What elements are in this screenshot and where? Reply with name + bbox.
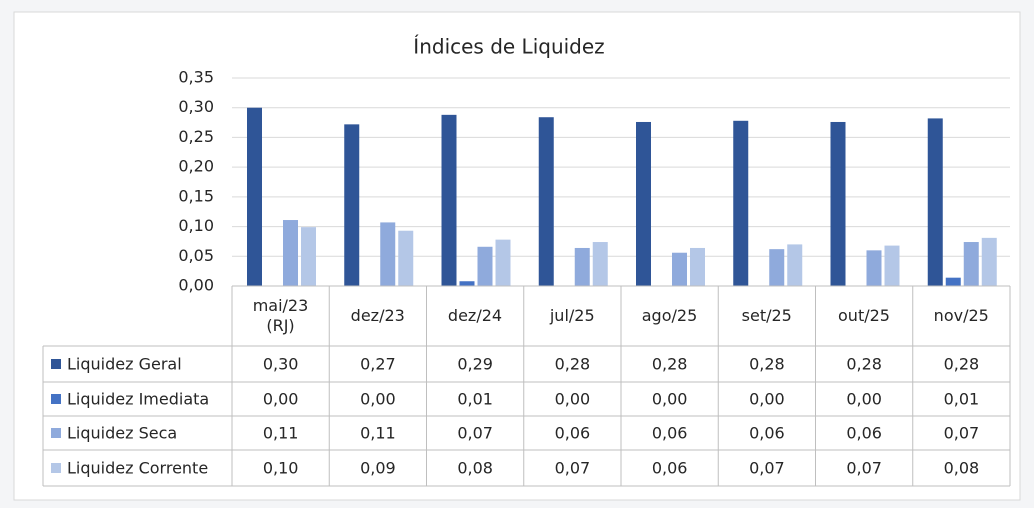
- table-value: 0,11: [360, 424, 396, 443]
- y-tick-label: 0,15: [178, 186, 214, 205]
- y-tick-label: 0,10: [178, 216, 214, 235]
- bar: [927, 118, 943, 286]
- table-value: 0,30: [263, 355, 299, 374]
- x-tick-label: nov/25: [933, 306, 989, 325]
- x-tick-label: dez/23: [350, 306, 405, 325]
- table-value: 0,28: [846, 355, 882, 374]
- table-value: 0,07: [846, 459, 882, 478]
- bar: [636, 121, 651, 286]
- table-value: 0,07: [555, 459, 591, 478]
- table-value: 0,01: [457, 390, 493, 409]
- table-value: 0,29: [457, 355, 493, 374]
- x-tick-label: mai/23 (RJ): [252, 296, 309, 335]
- bar: [538, 117, 554, 286]
- x-tick-label: set/25: [741, 306, 792, 325]
- bar: [769, 249, 785, 286]
- bar: [830, 121, 846, 286]
- y-tick-label: 0,25: [178, 127, 214, 146]
- table-value: 0,00: [263, 390, 299, 409]
- x-tick-label: out/25: [838, 306, 890, 325]
- bar: [733, 120, 749, 286]
- chart-title: Índices de Liquidez: [413, 35, 604, 59]
- legend-label: Liquidez Corrente: [67, 459, 208, 478]
- bar: [574, 247, 590, 286]
- table-value: 0,06: [652, 459, 688, 478]
- table-value: 0,27: [360, 355, 396, 374]
- y-tick-label: 0,20: [178, 157, 214, 176]
- table-value: 0,06: [652, 424, 688, 443]
- bar: [866, 250, 882, 286]
- legend-key: [51, 463, 61, 473]
- y-tick-label: 0,30: [178, 97, 214, 116]
- table-value: 0,09: [360, 459, 396, 478]
- table-value: 0,07: [749, 459, 785, 478]
- y-tick-label: 0,35: [178, 68, 214, 87]
- x-tick-label: dez/24: [447, 306, 503, 325]
- x-tick-label: ago/25: [641, 306, 698, 325]
- legend-key: [51, 359, 61, 369]
- table-value: 0,06: [846, 424, 882, 443]
- bar: [441, 114, 457, 287]
- table-value: 0,08: [457, 459, 493, 478]
- table-value: 0,28: [555, 355, 591, 374]
- y-tick-label: 0,00: [178, 276, 214, 295]
- bar: [247, 107, 262, 286]
- bar: [592, 242, 608, 286]
- x-tick-label: jul/25: [549, 306, 595, 325]
- bar: [398, 230, 414, 286]
- bar: [787, 244, 803, 286]
- bar: [380, 222, 396, 286]
- table-value: 0,08: [944, 459, 980, 478]
- bar: [963, 242, 979, 286]
- bar: [672, 252, 687, 286]
- table-value: 0,06: [555, 424, 591, 443]
- bar: [283, 220, 298, 286]
- legend-key: [51, 394, 61, 404]
- bar: [981, 237, 997, 286]
- table-value: 0,00: [360, 390, 396, 409]
- legend-label: Liquidez Geral: [67, 355, 182, 374]
- bar: [301, 227, 316, 286]
- table-value: 0,06: [749, 424, 785, 443]
- bar: [477, 246, 493, 286]
- legend-key: [51, 428, 61, 438]
- bar: [495, 239, 511, 286]
- bar: [690, 247, 705, 286]
- table-value: 0,28: [944, 355, 980, 374]
- bar: [884, 245, 900, 286]
- legend-label: Liquidez Seca: [67, 424, 177, 443]
- bar: [459, 281, 475, 286]
- bar: [945, 277, 961, 286]
- table-value: 0,28: [749, 355, 785, 374]
- legend-label: Liquidez Imediata: [67, 390, 209, 409]
- bar: [344, 124, 360, 287]
- table-value: 0,07: [944, 424, 980, 443]
- table-value: 0,07: [457, 424, 493, 443]
- table-value: 0,01: [944, 390, 980, 409]
- table-value: 0,00: [749, 390, 785, 409]
- y-tick-label: 0,05: [178, 246, 214, 265]
- table-value: 0,00: [846, 390, 882, 409]
- table-value: 0,00: [652, 390, 688, 409]
- table-value: 0,10: [263, 459, 299, 478]
- table-value: 0,00: [555, 390, 591, 409]
- table-value: 0,11: [263, 424, 299, 443]
- table-value: 0,28: [652, 355, 688, 374]
